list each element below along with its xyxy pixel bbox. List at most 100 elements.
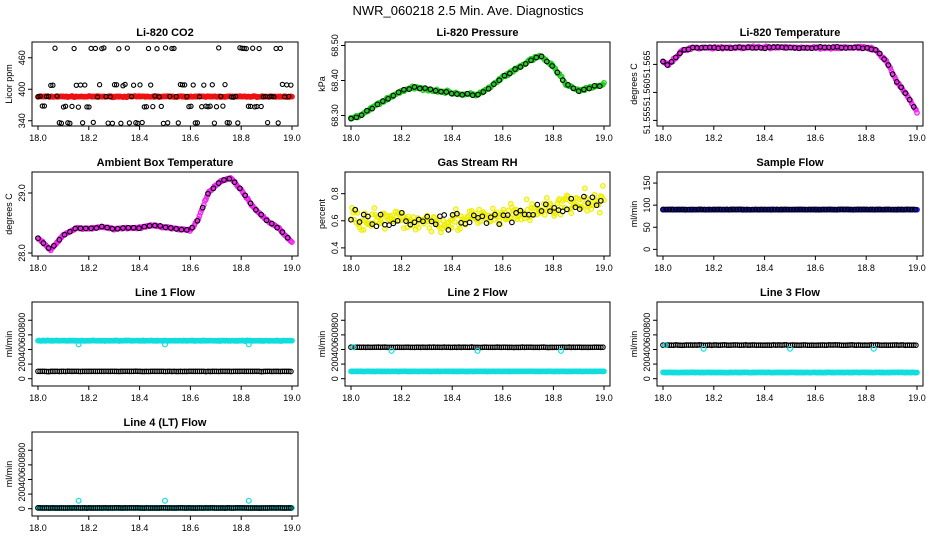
- data-point: [682, 206, 689, 213]
- plot-frame: [31, 41, 299, 127]
- data-point: [898, 84, 904, 91]
- y-tick-label: 340: [17, 113, 27, 128]
- plot-frame: [656, 301, 924, 387]
- x-tick-label: 18.6: [182, 133, 200, 143]
- outlier-point: [786, 345, 793, 352]
- data-point: [568, 195, 575, 202]
- data-point: [82, 82, 88, 88]
- data-point: [778, 206, 784, 213]
- data-point: [564, 206, 570, 213]
- x-tick-label: 18.2: [80, 263, 98, 273]
- data-point: [720, 206, 727, 213]
- data-point: [813, 206, 819, 213]
- data-point: [873, 206, 880, 213]
- data-point: [218, 93, 224, 99]
- data-point: [356, 219, 363, 225]
- data-point: [247, 200, 254, 207]
- x-axis: 18.0 18.2 18.4 18.6 18.8 19.0: [342, 126, 613, 143]
- data-point: [428, 218, 435, 225]
- chart-title: Line 4 (LT) Flow: [124, 417, 207, 429]
- outlier-point: [75, 497, 82, 504]
- series-yellow: [348, 183, 607, 236]
- data-point: [211, 120, 218, 126]
- data-point: [469, 92, 476, 99]
- data-point: [141, 223, 148, 230]
- data-point: [364, 107, 370, 114]
- y-tick-label: 200: [330, 357, 340, 372]
- data-point: [379, 98, 386, 104]
- outlier-point: [870, 345, 877, 352]
- x-tick-label: 19.0: [283, 263, 301, 273]
- data-point: [184, 93, 190, 100]
- y-tick-label: 29.0: [17, 184, 27, 202]
- data-point: [534, 201, 541, 208]
- data-point: [568, 210, 575, 216]
- series-black: [348, 53, 603, 122]
- data-point: [487, 214, 494, 221]
- data-point: [352, 206, 359, 213]
- y-tick-label: 68.40: [330, 69, 340, 92]
- series-black: [660, 342, 919, 349]
- data-point: [420, 218, 426, 225]
- data-point: [160, 120, 167, 126]
- x-tick-label: 18.4: [756, 133, 774, 143]
- data-point: [668, 58, 675, 65]
- data-point: [242, 192, 249, 199]
- data-point: [162, 224, 169, 231]
- data-point: [148, 82, 154, 88]
- data-point: [150, 103, 156, 110]
- data-point: [94, 94, 101, 100]
- y-axis: 0 50 100 150: [642, 176, 657, 252]
- y-tick-label: 51.555: [642, 107, 652, 135]
- data-point: [136, 225, 142, 232]
- data-point: [288, 368, 294, 375]
- data-point: [224, 119, 230, 126]
- data-point: [542, 201, 549, 208]
- data-point: [424, 213, 431, 220]
- data-point: [183, 227, 190, 233]
- outlier-points: [350, 344, 564, 354]
- data-point: [226, 175, 233, 182]
- data-point: [717, 206, 724, 213]
- data-point: [485, 85, 492, 92]
- panels-grid: Li-820 CO2 18.0 18.2 18.4 18.6 18.8 19.0 340 400…: [4, 27, 926, 533]
- data-point: [210, 185, 217, 192]
- x-tick-label: 18.2: [705, 133, 723, 143]
- chart-title: Sample Flow: [756, 157, 824, 169]
- data-point: [277, 45, 283, 52]
- data-point: [101, 45, 107, 51]
- data-point: [213, 104, 220, 110]
- data-point: [162, 45, 169, 51]
- y-tick-label: 150: [642, 176, 652, 191]
- data-point: [441, 212, 448, 218]
- data-point: [45, 245, 52, 251]
- data-point: [880, 206, 886, 213]
- data-point: [496, 221, 503, 227]
- data-point: [489, 205, 496, 212]
- data-point: [268, 220, 275, 227]
- x-tick-label: 18.8: [545, 263, 563, 273]
- data-point: [90, 119, 96, 126]
- data-point: [253, 207, 259, 213]
- chart-panel-9: Line 3 Flow 18.0 18.2 18.4 18.6 18.8 19.0 0 2004…: [629, 287, 926, 403]
- data-point: [250, 45, 256, 51]
- y-tick-label: 0.6: [330, 215, 340, 228]
- data-point: [864, 206, 870, 213]
- data-point: [906, 96, 913, 103]
- x-tick-label: 19.0: [283, 133, 301, 143]
- data-point: [205, 190, 211, 197]
- chart-points: [660, 43, 920, 116]
- data-point: [182, 82, 188, 88]
- chart-points: [35, 175, 295, 254]
- plot-frame: [31, 301, 299, 387]
- data-point: [549, 63, 555, 69]
- plot-frame: [344, 41, 611, 127]
- data-point: [222, 81, 228, 88]
- data-point: [92, 45, 99, 52]
- data-point: [353, 114, 360, 121]
- data-point: [593, 202, 600, 209]
- data-point: [581, 86, 587, 93]
- figure-title: NWR_060218 2.5 Min. Ave. Diagnostics: [353, 3, 584, 18]
- outlier-point: [388, 347, 395, 354]
